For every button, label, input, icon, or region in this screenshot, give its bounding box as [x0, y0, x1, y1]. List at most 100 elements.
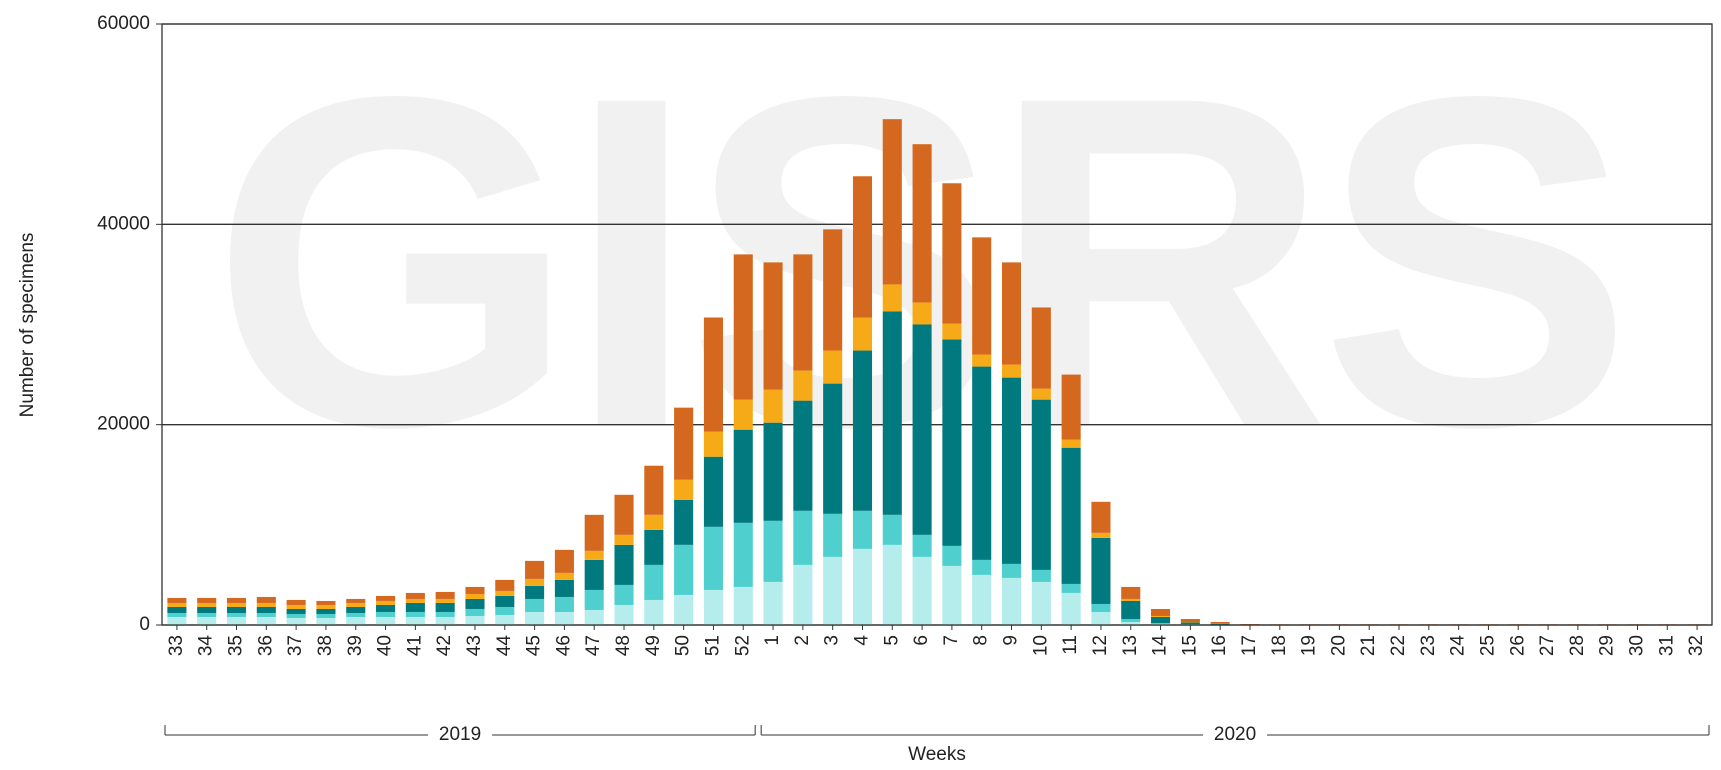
bar-segment	[554, 549, 574, 573]
x-tick-label: 37	[285, 635, 306, 656]
y-axis-title: Number of specimens	[17, 233, 38, 418]
bar-segment	[584, 550, 604, 560]
bar-segment	[376, 595, 396, 601]
x-tick-label: 31	[1656, 635, 1677, 656]
bar-segment	[793, 564, 813, 625]
bar-segment	[674, 594, 694, 625]
bar-segment	[733, 399, 753, 430]
x-tick-label: 6	[911, 635, 932, 646]
bar-segment	[793, 510, 813, 565]
bar-segment	[316, 608, 336, 614]
x-tick-label: 33	[166, 635, 187, 656]
x-tick-label: 49	[643, 635, 664, 656]
bar-segment	[912, 556, 932, 625]
bar-segment	[197, 602, 217, 607]
bar-segment	[793, 254, 813, 371]
bar-segment	[1061, 592, 1081, 625]
bar-segment	[763, 581, 783, 625]
bar-segment	[1061, 374, 1081, 440]
bar-segment	[1151, 616, 1171, 623]
bar-segment	[256, 612, 276, 617]
bar-segment	[703, 317, 723, 432]
bar-segment	[644, 514, 664, 530]
x-tick-label: 23	[1418, 635, 1439, 656]
bar-segment	[972, 366, 992, 560]
bar-segment	[644, 465, 664, 515]
bar-segment	[405, 602, 425, 612]
x-tick-label: 8	[971, 635, 992, 646]
bar-segment	[1121, 598, 1141, 601]
bar-segment	[584, 609, 604, 625]
bar-segment	[286, 613, 306, 618]
group-label: 2019	[439, 724, 481, 745]
x-tick-label: 50	[673, 635, 694, 656]
bar-segment	[226, 612, 247, 617]
bar-segment	[435, 602, 455, 612]
x-tick-label: 45	[524, 635, 545, 656]
bar-segment	[972, 559, 992, 575]
bar-segment	[197, 616, 217, 625]
x-tick-label: 26	[1507, 635, 1528, 656]
bar-segment	[256, 596, 276, 603]
bar-segment	[1031, 399, 1051, 570]
bar-segment	[167, 602, 187, 607]
y-tick-label: 0	[139, 614, 150, 635]
x-tick-label: 7	[941, 635, 962, 646]
bar-segment	[1180, 623, 1200, 625]
x-tick-label: 42	[434, 635, 455, 656]
bar-segment	[703, 526, 723, 590]
bar-segment	[912, 324, 932, 535]
bar-segment	[614, 534, 634, 545]
x-tick-label: 29	[1597, 635, 1618, 656]
x-tick-label: 22	[1388, 635, 1409, 656]
bar-segment	[1121, 600, 1141, 619]
bar-segment	[614, 494, 634, 535]
x-tick-label: 12	[1090, 635, 1111, 656]
bar-segment	[942, 565, 962, 625]
bar-segment	[525, 585, 545, 599]
bar-segment	[912, 534, 932, 557]
bar-segment	[465, 598, 485, 609]
bar-segment	[316, 613, 336, 618]
bar-segment	[256, 602, 276, 607]
x-tick-label: 52	[732, 635, 753, 656]
x-tick-label: 18	[1269, 635, 1290, 656]
bar-segment	[1031, 581, 1051, 625]
bar-segment	[1061, 447, 1081, 584]
bar-segment	[972, 354, 992, 367]
bar-segment	[644, 599, 664, 625]
bar-segment	[495, 606, 515, 615]
bar-segment	[882, 514, 902, 545]
bar-segment	[882, 544, 902, 625]
bar-segment	[1210, 621, 1230, 624]
bar-segment	[882, 311, 902, 515]
x-tick-label: 17	[1239, 635, 1260, 656]
bar-segment	[674, 407, 694, 480]
x-tick-label: 2	[792, 635, 813, 646]
bar-segment	[286, 608, 306, 614]
x-tick-label: 24	[1448, 635, 1469, 657]
bar-segment	[376, 611, 396, 617]
bar-segment	[1001, 262, 1022, 365]
bar-segment	[1121, 618, 1141, 622]
bar-segment	[226, 616, 247, 625]
bar-segment	[1031, 307, 1051, 389]
bar-segment	[197, 606, 217, 613]
bar-segment	[167, 606, 187, 613]
bar-segment	[376, 616, 396, 625]
x-axis-title: Weeks	[908, 744, 966, 765]
bar-segment	[1001, 563, 1022, 578]
bar-segment	[614, 584, 634, 605]
bar-segment	[435, 598, 455, 603]
x-tick-label: 51	[702, 635, 723, 656]
bar-segment	[376, 604, 396, 612]
bar-segment	[584, 514, 604, 551]
bar-segment	[435, 591, 455, 599]
bar-segment	[1001, 377, 1022, 564]
x-tick-label: 16	[1209, 635, 1230, 656]
bar-segment	[674, 499, 694, 545]
x-tick-label: 1	[762, 635, 783, 646]
bar-segment	[495, 614, 515, 625]
bar-segment	[226, 606, 247, 613]
group-label-bg	[1203, 723, 1268, 747]
